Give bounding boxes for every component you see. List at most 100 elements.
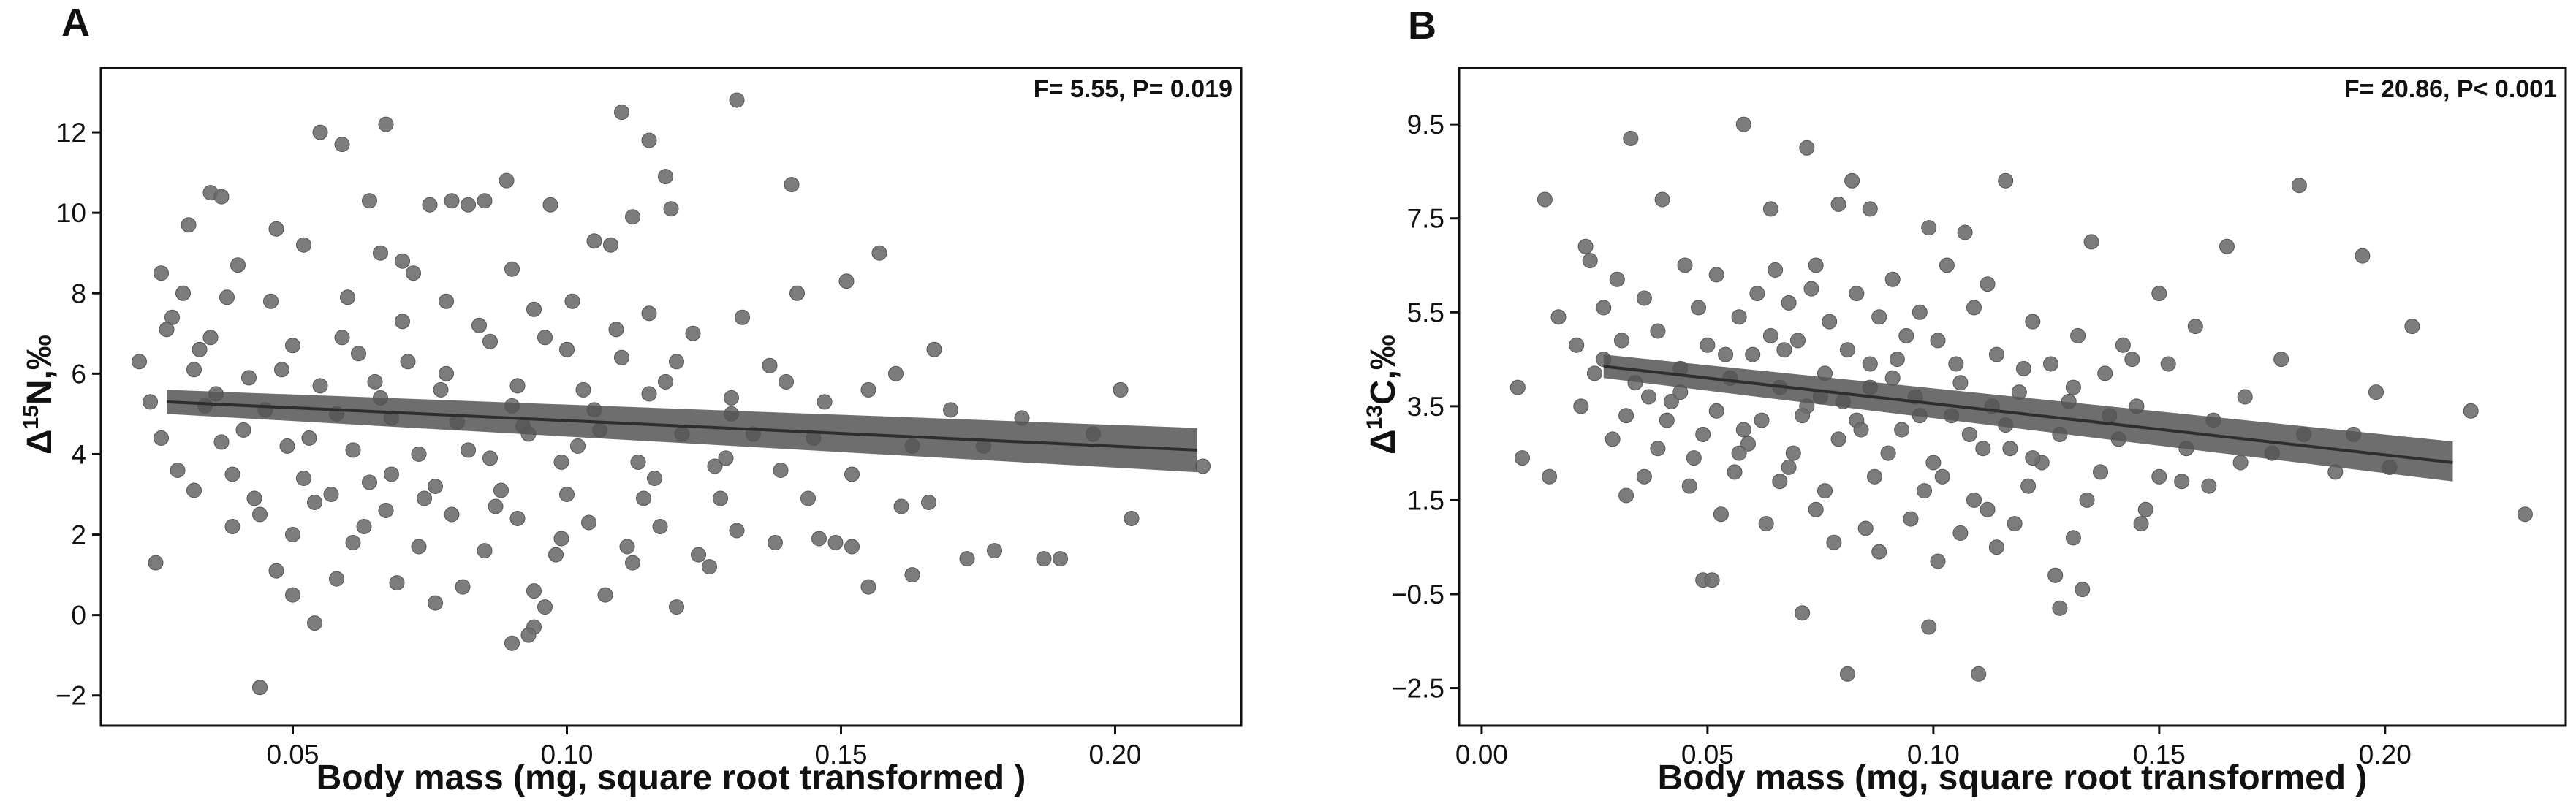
data-point xyxy=(570,438,586,454)
data-point xyxy=(691,547,706,563)
data-point xyxy=(2083,234,2099,250)
data-point xyxy=(641,305,657,322)
data-point xyxy=(1830,196,1846,212)
data-point xyxy=(2065,530,2081,546)
data-point xyxy=(1894,422,1910,438)
data-point xyxy=(1623,130,1639,146)
data-point xyxy=(1053,551,1068,567)
data-point xyxy=(1772,474,1788,490)
data-point xyxy=(1795,605,1811,621)
data-point xyxy=(504,635,520,651)
data-point xyxy=(658,169,673,185)
data-point xyxy=(1826,534,1842,550)
data-point xyxy=(1762,327,1778,343)
data-point xyxy=(296,237,311,253)
data-point xyxy=(1708,403,1724,419)
data-point xyxy=(713,490,728,506)
data-point xyxy=(1686,450,1702,466)
data-point xyxy=(1605,431,1621,447)
data-point xyxy=(154,430,169,446)
data-point xyxy=(1776,342,1792,358)
data-point xyxy=(729,523,745,539)
data-point xyxy=(1731,309,1747,325)
data-point xyxy=(2291,178,2307,194)
data-point xyxy=(417,490,432,506)
data-point xyxy=(351,346,366,362)
data-point xyxy=(1113,381,1129,398)
data-point xyxy=(2097,365,2113,381)
data-point xyxy=(1618,408,1634,424)
data-point xyxy=(1586,365,1602,381)
data-point xyxy=(154,265,169,281)
data-point xyxy=(367,373,383,390)
data-point xyxy=(904,567,920,583)
data-point xyxy=(246,490,262,506)
data-point xyxy=(2219,238,2235,254)
data-point xyxy=(1727,464,1743,480)
data-point xyxy=(1912,304,1928,320)
x-tick-label: 0.15 xyxy=(2133,740,2186,770)
data-point xyxy=(1980,501,1996,517)
data-point xyxy=(1641,389,1656,405)
data-point xyxy=(1988,346,2004,362)
data-point xyxy=(625,555,640,571)
data-point xyxy=(1618,487,1634,504)
data-point xyxy=(762,357,778,373)
stats-annotation: F= 20.86, P< 0.001 xyxy=(2344,75,2557,103)
data-point xyxy=(148,555,164,571)
data-point xyxy=(1735,116,1751,132)
data-point xyxy=(2133,516,2149,532)
data-point xyxy=(548,547,564,563)
y-tick-label: −0.5 xyxy=(1391,580,1444,609)
data-point xyxy=(702,559,717,575)
data-point xyxy=(2517,506,2533,523)
data-point xyxy=(384,466,399,482)
data-point xyxy=(509,511,526,526)
data-point xyxy=(2237,389,2253,405)
x-tick-label: 0.20 xyxy=(2359,740,2412,770)
data-point xyxy=(493,482,509,498)
data-point xyxy=(345,535,361,550)
data-point xyxy=(1754,412,1770,428)
data-point xyxy=(526,301,542,317)
data-point xyxy=(378,503,394,518)
data-point xyxy=(439,293,454,309)
data-point xyxy=(658,373,673,390)
data-point xyxy=(1659,412,1675,428)
data-point xyxy=(1799,140,1815,156)
data-point xyxy=(542,197,558,213)
panel-letter-a: A xyxy=(61,1,90,45)
data-point xyxy=(2160,356,2176,372)
data-point xyxy=(1880,445,1896,461)
y-tick-label: 4 xyxy=(71,439,86,469)
data-point xyxy=(2174,474,2190,490)
data-point xyxy=(2047,567,2064,583)
data-point xyxy=(625,209,640,225)
data-point xyxy=(1822,314,1838,330)
data-point xyxy=(1537,191,1553,208)
data-point xyxy=(219,289,235,305)
data-point xyxy=(2368,384,2384,400)
data-point xyxy=(1966,492,1982,508)
y-tick-label: 9.5 xyxy=(1407,110,1444,140)
data-point xyxy=(241,370,257,386)
y-tick-label: 6 xyxy=(71,359,86,389)
data-point xyxy=(373,245,388,261)
data-point xyxy=(669,599,684,615)
data-point xyxy=(1677,257,1693,273)
data-point xyxy=(1718,346,1734,362)
data-point xyxy=(312,378,328,394)
data-point xyxy=(1930,553,1946,569)
data-point xyxy=(477,193,493,209)
data-point xyxy=(1948,356,1964,372)
scatter-panel-b: 0.00 0.05 0.10 0.15 0.20 −2.5 −0.5 1.5 3.5 5.5 7.5… xyxy=(1363,67,2567,797)
data-point xyxy=(1957,224,1973,240)
data-point xyxy=(340,289,355,305)
data-point xyxy=(559,341,575,357)
data-point xyxy=(860,579,876,595)
y-tick-label: 12 xyxy=(56,118,86,148)
data-point xyxy=(422,197,438,213)
data-point xyxy=(1636,290,1652,306)
data-point xyxy=(553,531,569,547)
data-point xyxy=(1577,238,1594,254)
